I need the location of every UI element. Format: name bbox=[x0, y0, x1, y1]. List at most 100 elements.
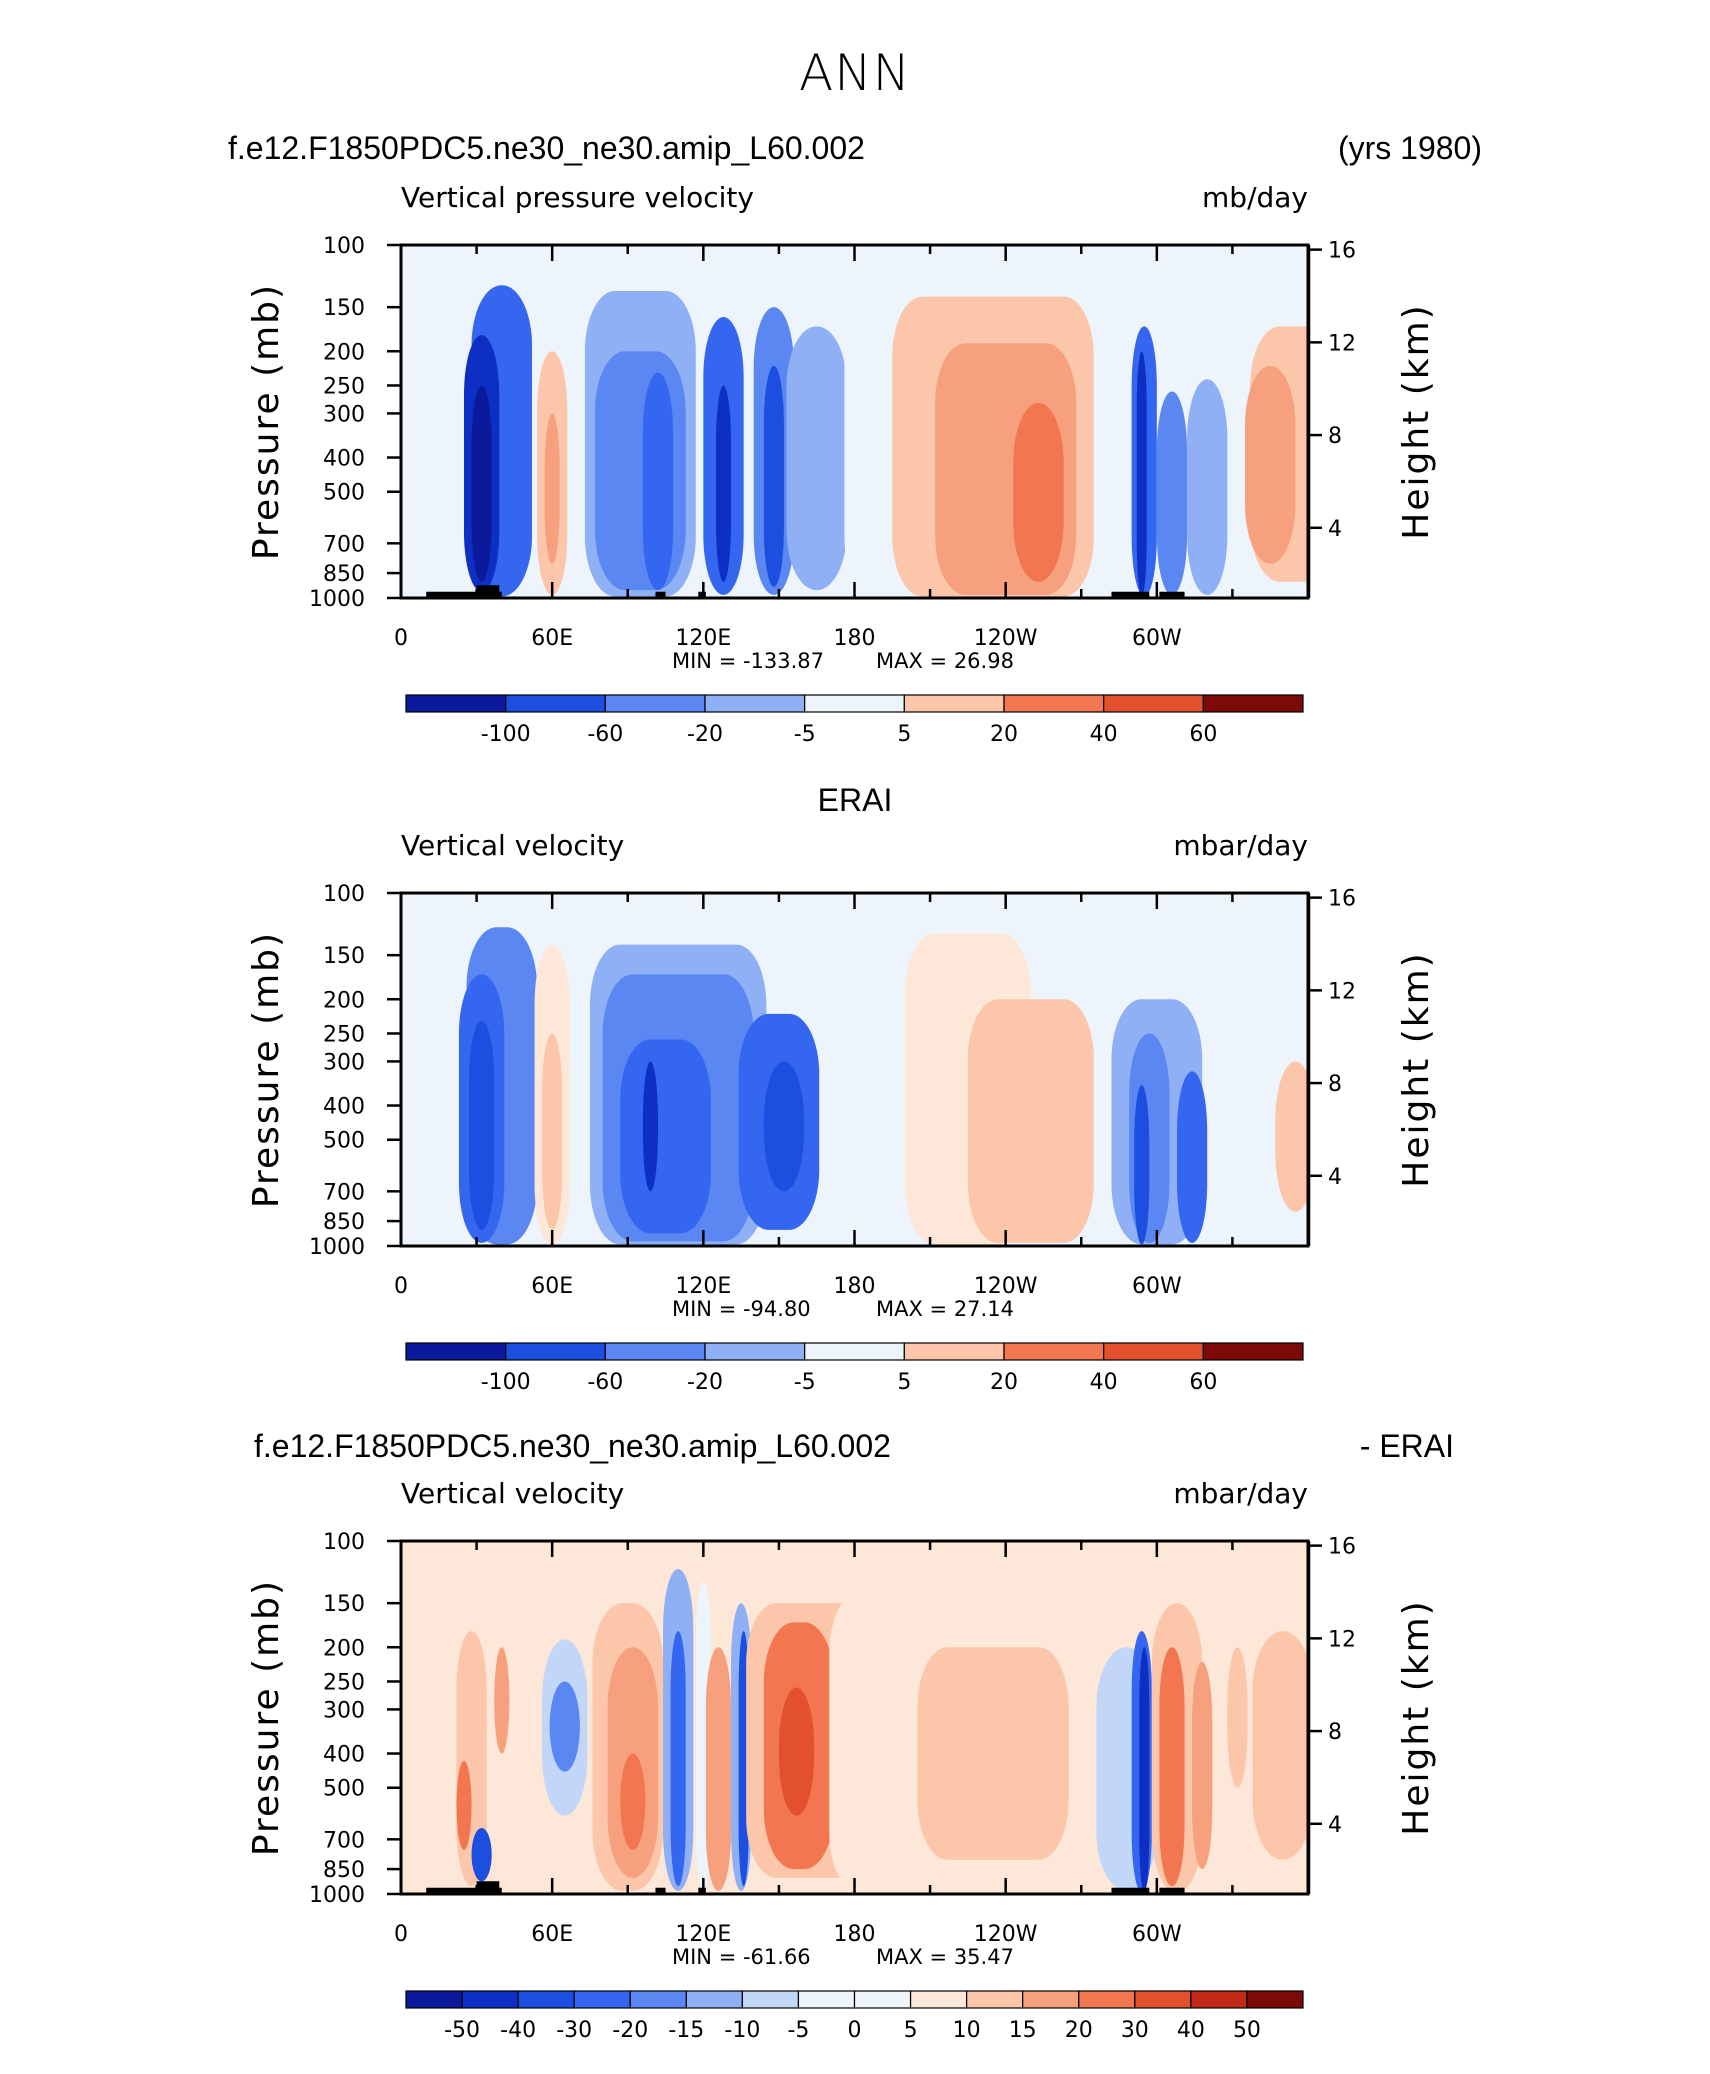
colorbar-label: -40 bbox=[500, 2018, 536, 2043]
figure-title: ANN bbox=[798, 44, 911, 102]
contour-region bbox=[1275, 1061, 1308, 1212]
contour-region bbox=[1192, 1661, 1213, 1870]
x-tick-label: 120E bbox=[675, 626, 731, 651]
contour-region bbox=[786, 326, 847, 591]
panel3-title-right: - ERAI bbox=[1359, 1428, 1454, 1464]
colorbar-label: 15 bbox=[1009, 2018, 1037, 2043]
variable-label: Vertical velocity bbox=[401, 829, 624, 862]
colorbar-label: 20 bbox=[990, 722, 1018, 747]
colorbar-label: -5 bbox=[787, 2018, 809, 2043]
contour-region bbox=[763, 1061, 805, 1192]
colorbar-swatch bbox=[1078, 1990, 1136, 2009]
colorbar-label: 30 bbox=[1121, 2018, 1149, 2043]
topography-mask bbox=[655, 1887, 666, 1894]
contour-region bbox=[549, 1681, 580, 1772]
topography-mask bbox=[476, 1881, 500, 1894]
y2-tick-label: 16 bbox=[1328, 239, 1356, 264]
topography-mask bbox=[1111, 591, 1150, 598]
contour-region bbox=[471, 385, 492, 582]
y-tick-label: 250 bbox=[323, 1022, 365, 1047]
y-tick-label: 150 bbox=[323, 944, 365, 969]
colorbar-swatch bbox=[1103, 1342, 1204, 1361]
y2-tick-label: 16 bbox=[1328, 887, 1356, 912]
y-tick-label: 150 bbox=[323, 296, 365, 321]
y2-tick-label: 16 bbox=[1328, 1535, 1356, 1560]
contour-region bbox=[778, 1687, 815, 1816]
colorbar-swatch bbox=[505, 694, 606, 713]
contour-region bbox=[1134, 1085, 1150, 1245]
y2-tick-label: 12 bbox=[1328, 331, 1356, 356]
contour-region bbox=[642, 1061, 658, 1192]
colorbar-swatch bbox=[1246, 1990, 1304, 2009]
colorbar-label: -20 bbox=[612, 2018, 648, 2043]
y-tick-label: 700 bbox=[323, 532, 365, 557]
colorbar-swatch bbox=[909, 1990, 968, 2009]
colorbar-swatch bbox=[604, 1342, 706, 1361]
y-tick-label: 100 bbox=[323, 234, 365, 259]
units-label: mbar/day bbox=[1173, 1477, 1308, 1510]
y2-tick-label: 4 bbox=[1328, 517, 1342, 542]
colorbar-swatch bbox=[903, 1342, 1005, 1361]
y-axis-title: Pressure (mb) bbox=[246, 1579, 287, 1856]
plot-area-top bbox=[401, 245, 1308, 598]
x-tick-label: 0 bbox=[394, 1922, 408, 1947]
colorbar-label: 60 bbox=[1189, 722, 1217, 747]
topography-mask bbox=[426, 1887, 502, 1894]
colorbar-label: 5 bbox=[904, 2018, 918, 2043]
colorbar-swatch bbox=[1190, 1990, 1248, 2009]
contour-region bbox=[542, 1033, 563, 1230]
y2-axis-title: Height (km) bbox=[1396, 303, 1437, 539]
y-tick-label: 850 bbox=[323, 562, 365, 587]
colorbar-swatch bbox=[573, 1990, 631, 2009]
x-tick-label: 60E bbox=[531, 626, 573, 651]
y-tick-label: 100 bbox=[323, 882, 365, 907]
panel1-years: (yrs 1980) bbox=[1337, 130, 1482, 166]
colorbar-label: 0 bbox=[848, 2018, 862, 2043]
colorbar-label: 5 bbox=[897, 722, 911, 747]
y-tick-label: 200 bbox=[323, 1636, 365, 1661]
y2-tick-label: 4 bbox=[1328, 1813, 1342, 1838]
x-tick-label: 60W bbox=[1132, 1922, 1182, 1947]
y-tick-label: 1000 bbox=[309, 587, 365, 612]
contour-region bbox=[1227, 1647, 1248, 1788]
colorbar-swatch bbox=[604, 694, 706, 713]
min-value-label: MIN = -61.66 bbox=[672, 1945, 811, 1969]
colorbar-swatch bbox=[1022, 1990, 1080, 2009]
y-axis-title: Pressure (mb) bbox=[246, 283, 287, 560]
y-tick-label: 1000 bbox=[309, 1883, 365, 1908]
contour-region bbox=[1252, 1631, 1308, 1860]
plot-area-bottom bbox=[401, 1541, 1308, 1894]
contour-region bbox=[494, 1647, 510, 1754]
contour-region bbox=[670, 1631, 686, 1887]
colorbar-swatch bbox=[797, 1990, 856, 2009]
colorbar-label: 5 bbox=[897, 1370, 911, 1395]
colorbar-swatch bbox=[704, 1342, 806, 1361]
colorbar-label: 50 bbox=[1233, 2018, 1261, 2043]
contour-region bbox=[715, 385, 732, 582]
panel2-title: ERAI bbox=[817, 782, 893, 818]
colorbar-swatch bbox=[903, 694, 1005, 713]
x-tick-label: 120E bbox=[675, 1274, 731, 1299]
topography-mask bbox=[1159, 591, 1185, 598]
y-tick-label: 150 bbox=[323, 1592, 365, 1617]
y-tick-label: 400 bbox=[323, 1743, 365, 1768]
contour-region bbox=[1136, 351, 1147, 597]
x-tick-label: 180 bbox=[834, 626, 876, 651]
y2-tick-label: 12 bbox=[1328, 979, 1356, 1004]
colorbar-swatch bbox=[405, 694, 507, 713]
y-tick-label: 700 bbox=[323, 1180, 365, 1205]
contour-region bbox=[620, 1753, 646, 1850]
colorbar-label: 10 bbox=[953, 2018, 981, 2043]
min-value-label: MIN = -94.80 bbox=[672, 1297, 811, 1321]
colorbar-swatch bbox=[629, 1990, 687, 2009]
colorbar-label: -50 bbox=[444, 2018, 480, 2043]
colorbar-label: -20 bbox=[687, 1370, 723, 1395]
y-tick-label: 500 bbox=[323, 481, 365, 506]
y-tick-label: 100 bbox=[323, 1530, 365, 1555]
colorbar-label: -100 bbox=[481, 722, 531, 747]
colorbar-label: 40 bbox=[1090, 722, 1118, 747]
y-tick-label: 250 bbox=[323, 1670, 365, 1695]
max-value-label: MAX = 35.47 bbox=[876, 1945, 1014, 1969]
colorbar-label: -60 bbox=[587, 722, 623, 747]
